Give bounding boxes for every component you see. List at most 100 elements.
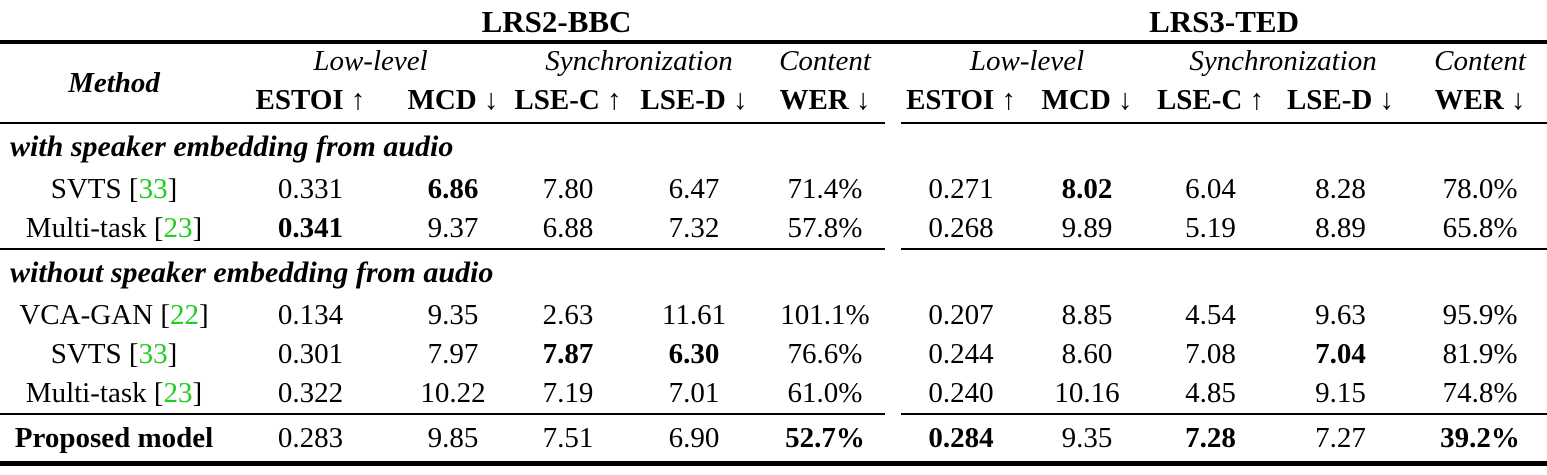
cell-mcd-lrs2: 9.37 — [427, 212, 479, 244]
cell-lsed-lrs2: 7.01 — [668, 377, 720, 409]
cell-estoi-lrs3: 0.268 — [928, 212, 994, 244]
cell-lsed-lrs3: 7.27 — [1268, 414, 1414, 466]
group-gap — [885, 335, 901, 374]
cell-lsec-lrs3: 4.85 — [1185, 377, 1236, 409]
cell-wer-lrs3: 78.0% — [1442, 173, 1518, 205]
cell-lsed-lrs3: 8.89 — [1315, 212, 1366, 244]
cell-wer-lrs3: 74.8% — [1442, 377, 1518, 409]
cell-lsed-lrs2: 6.30 — [668, 338, 720, 370]
citation-bracket: [ — [128, 338, 139, 370]
method-name: Multi-task — [25, 212, 147, 244]
cell-estoi-lrs3: 0.207 — [928, 299, 994, 331]
cell-lsec-lrs2: 7.19 — [542, 377, 594, 409]
cell-estoi-lrs2: 0.341 — [277, 212, 344, 244]
method-cell: Multi-task [23] — [0, 374, 228, 413]
method-name: Multi-task — [25, 377, 147, 409]
cell-mcd-lrs2: 9.35 — [427, 299, 479, 331]
cell-lsec-lrs3: 4.54 — [1185, 299, 1236, 331]
subgroup-sync-lrs2: Synchronization — [545, 44, 733, 77]
method-name: VCA-GAN — [19, 299, 154, 331]
cell-wer-lrs3: 95.9% — [1442, 299, 1518, 331]
metric-estoi-lrs3: ESTOI ↑ — [901, 78, 1022, 124]
citation-bracket: ] — [167, 173, 178, 205]
method-column-header: Method — [0, 42, 228, 124]
dataset-title-lrs3: LRS3-TED — [901, 4, 1547, 44]
cell-mcd-lrs2: 7.97 — [427, 338, 479, 370]
cell-lsed-lrs3: 7.04 — [1315, 338, 1366, 370]
group-gap — [885, 414, 902, 466]
method-cell: SVTS [33] — [0, 335, 228, 374]
group-gap — [885, 209, 901, 248]
method-cell: Multi-task [23] — [0, 209, 228, 248]
subgroup-lowlevel-lrs3: Low-level — [969, 44, 1085, 77]
cell-lsec-lrs2: 7.51 — [513, 414, 623, 466]
citation-bracket: ] — [198, 299, 209, 331]
cell-wer-lrs3: 65.8% — [1442, 212, 1518, 244]
citation-link[interactable]: 23 — [163, 212, 193, 244]
dataset-title-row: LRS2-BBC LRS3-TED — [0, 4, 1547, 44]
metric-wer-lrs3: WER ↓ — [1413, 78, 1547, 124]
subgroup-content-lrs3: Content — [1434, 44, 1526, 77]
cell-mcd-lrs3: 8.85 — [1061, 299, 1113, 331]
cell-estoi-lrs2: 0.301 — [277, 338, 344, 370]
method-name: SVTS — [50, 173, 122, 205]
table-row-vcagan: VCA-GAN [22] 0.134 9.35 2.63 11.61 101.1… — [0, 296, 1547, 335]
metric-estoi-lrs2: ESTOI ↑ — [228, 78, 393, 124]
metric-mcd-lrs3: MCD ↓ — [1021, 78, 1154, 124]
cell-lsec-lrs3: 5.19 — [1185, 212, 1236, 244]
metric-header-row: ESTOI ↑ MCD ↓ LSE-C ↑ LSE-D ↓ WER ↓ ESTO… — [0, 78, 1547, 124]
dataset-title-lrs2: LRS2-BBC — [228, 4, 886, 44]
metric-lsec-lrs2: LSE-C ↑ — [513, 78, 623, 124]
citation-link[interactable]: 33 — [138, 173, 168, 205]
citation-bracket: ] — [192, 212, 203, 244]
method-cell: SVTS [33] — [0, 170, 228, 209]
citation-bracket: ] — [192, 377, 203, 409]
cell-lsed-lrs3: 9.63 — [1315, 299, 1366, 331]
cell-estoi-lrs2: 0.331 — [277, 173, 344, 205]
metric-lsed-lrs2: LSE-D ↓ — [623, 78, 765, 124]
citation-link[interactable]: 23 — [163, 377, 193, 409]
citation-bracket: ] — [167, 338, 178, 370]
cell-lsec-lrs2: 7.87 — [542, 338, 594, 370]
cell-estoi-lrs2: 0.283 — [228, 414, 393, 466]
metric-wer-lrs2: WER ↓ — [765, 78, 886, 124]
section-title: with speaker embedding from audio — [10, 130, 454, 163]
group-gap — [885, 42, 901, 123]
citation-link[interactable]: 22 — [169, 299, 199, 331]
cell-lsec-lrs3: 7.08 — [1185, 338, 1236, 370]
subgroup-content-lrs2: Content — [779, 44, 871, 77]
table-row-svts-1: SVTS [33] 0.331 6.86 7.80 6.47 71.4% 0.2… — [0, 170, 1547, 209]
method-name: SVTS — [50, 338, 122, 370]
cell-wer-lrs2: 101.1% — [780, 299, 870, 331]
cell-estoi-lrs3: 0.244 — [928, 338, 994, 370]
subgroup-header-row: Method Low-level Synchronization Content… — [0, 42, 1547, 124]
cell-mcd-lrs2: 6.86 — [427, 173, 479, 205]
section-header-without-embedding: without speaker embedding from audio — [0, 249, 1547, 296]
title-method-spacer — [0, 4, 228, 44]
citation-bracket: [ — [153, 212, 164, 244]
citation-link[interactable]: 33 — [138, 338, 168, 370]
cell-mcd-lrs3: 10.16 — [1054, 377, 1120, 409]
cell-lsec-lrs3: 7.28 — [1153, 414, 1269, 466]
cell-wer-lrs2: 52.7% — [765, 414, 886, 466]
citation-bracket: [ — [153, 377, 164, 409]
cell-lsec-lrs3: 6.04 — [1185, 173, 1236, 205]
cell-wer-lrs2: 76.6% — [787, 338, 863, 370]
cell-lsec-lrs2: 7.80 — [542, 173, 594, 205]
metric-mcd-lrs2: MCD ↓ — [393, 78, 513, 124]
table-row-multitask-2: Multi-task [23] 0.322 10.22 7.19 7.01 61… — [0, 374, 1547, 413]
subgroup-sync-lrs3: Synchronization — [1189, 44, 1377, 77]
cell-wer-lrs3: 81.9% — [1442, 338, 1518, 370]
citation-bracket: [ — [128, 173, 139, 205]
cell-estoi-lrs2: 0.134 — [277, 299, 344, 331]
metric-lsec-lrs3: LSE-C ↑ — [1153, 78, 1269, 124]
cell-lsed-lrs2: 6.90 — [623, 414, 765, 466]
metric-lsed-lrs3: LSE-D ↓ — [1268, 78, 1414, 124]
cell-mcd-lrs3: 9.35 — [1021, 414, 1154, 466]
table-row-multitask-1: Multi-task [23] 0.341 9.37 6.88 7.32 57.… — [0, 209, 1547, 248]
cell-lsed-lrs3: 9.15 — [1315, 377, 1366, 409]
group-gap — [885, 170, 901, 209]
subgroup-lowlevel-lrs2: Low-level — [313, 44, 428, 77]
results-table: LRS2-BBC LRS3-TED Method Low-level Synch… — [0, 4, 1547, 466]
